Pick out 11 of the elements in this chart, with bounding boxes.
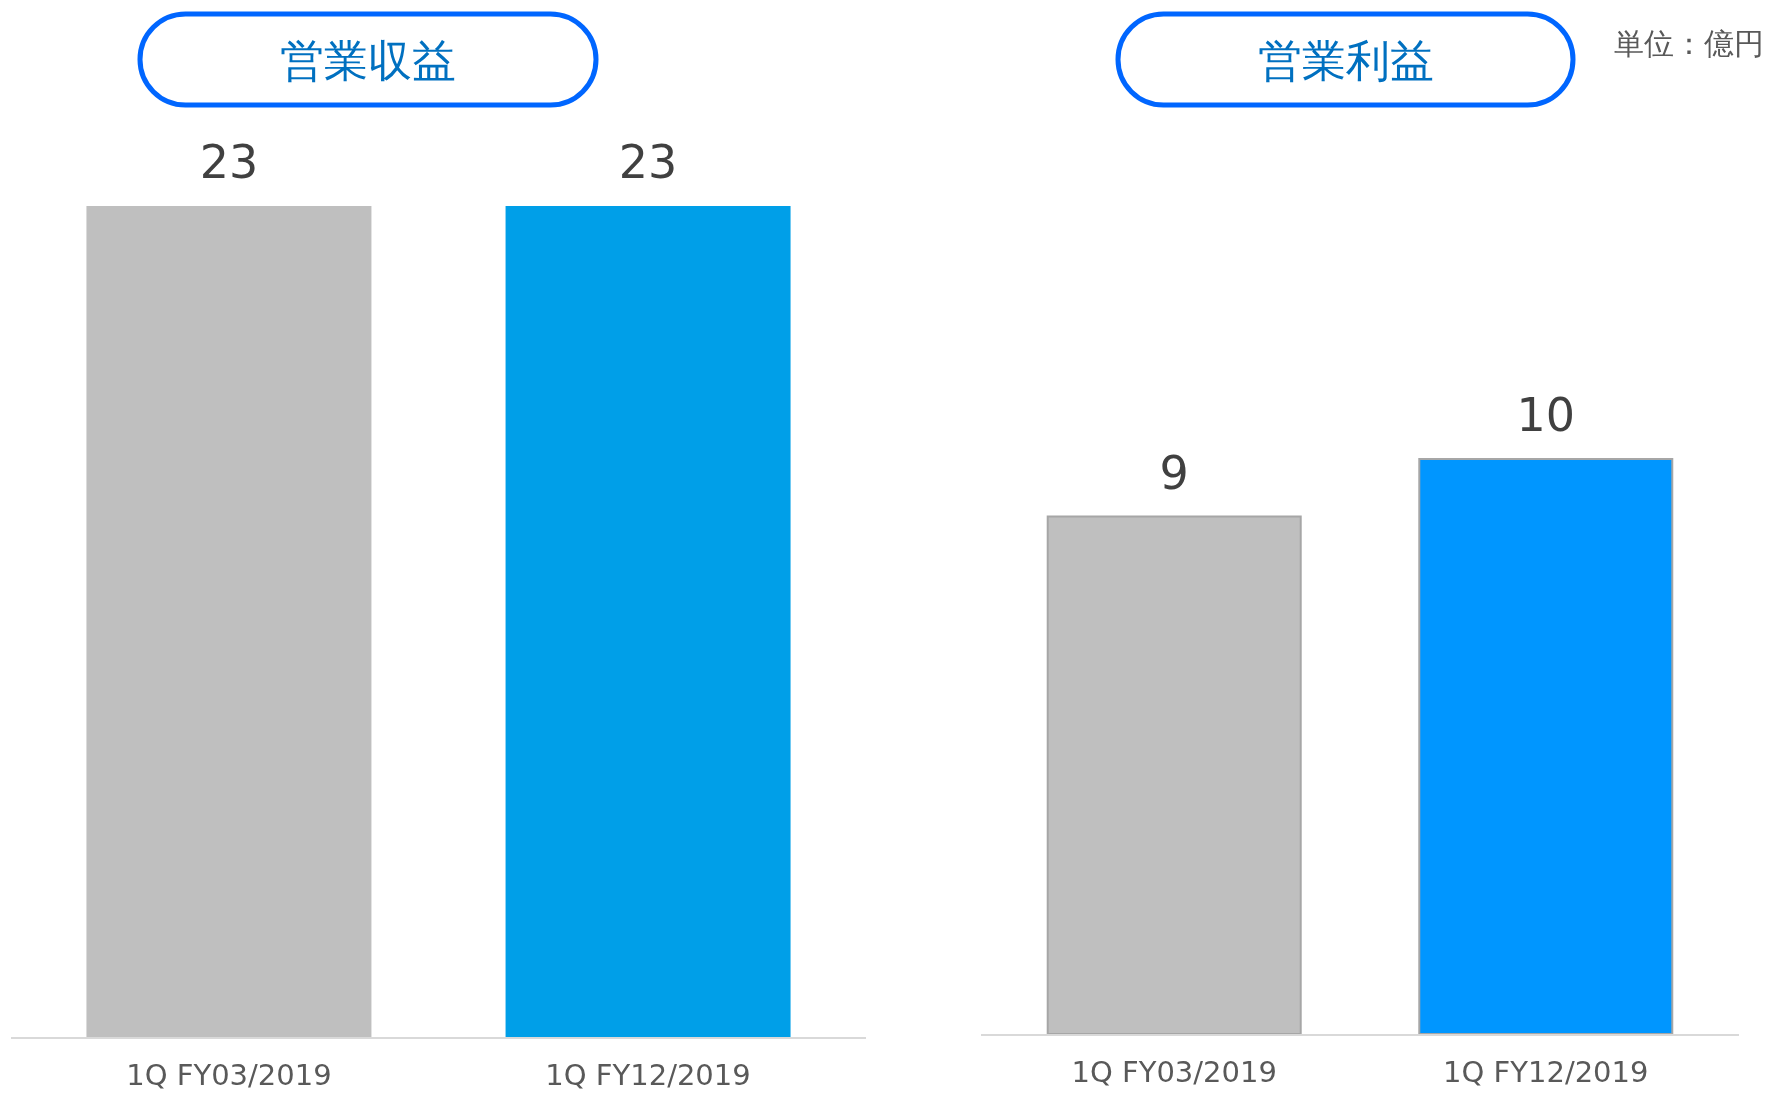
x-tick-label: 1Q FY12/2019 (545, 1058, 751, 1092)
data-label: 23 (618, 135, 678, 189)
data-label: 10 (1516, 388, 1576, 442)
x-tick-label: 1Q FY03/2019 (126, 1058, 332, 1092)
data-label: 23 (199, 135, 259, 189)
chart-title: 営業収益 (280, 35, 456, 85)
x-tick-label: 1Q FY12/2019 (1443, 1055, 1649, 1089)
text: 単位：億円 (1614, 27, 1764, 60)
x-tick-label: 1Q FY03/2019 (1071, 1055, 1277, 1089)
data-label: 9 (1159, 445, 1189, 500)
chart-title: 営業利益 (1257, 35, 1434, 85)
